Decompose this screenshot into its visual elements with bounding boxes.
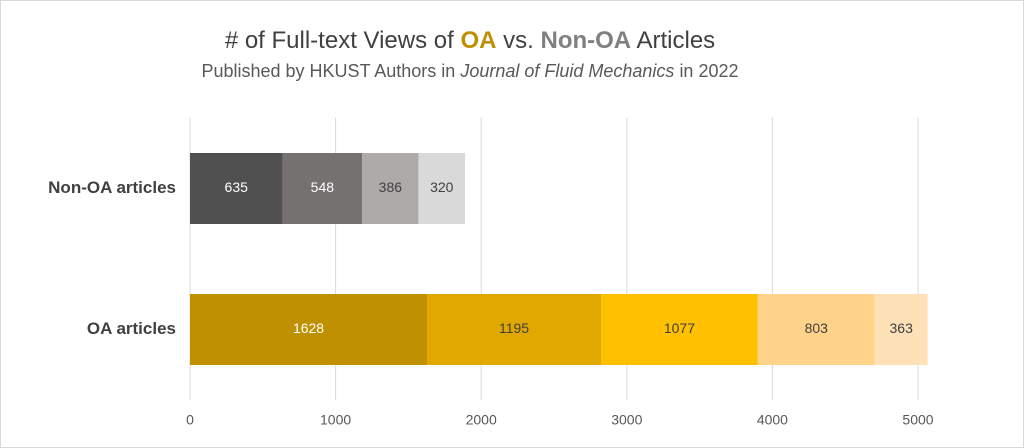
data-label: 363 [890, 320, 914, 336]
chart-subtitle: Published by HKUST Authors in Journal of… [201, 61, 738, 81]
bar-segment [418, 153, 466, 224]
data-label: 635 [225, 179, 249, 195]
title-part: Articles [636, 27, 715, 54]
x-tick-label: 1000 [320, 412, 351, 428]
bar-segment [874, 294, 928, 365]
x-tick-label: 5000 [902, 412, 933, 428]
title-part: vs. [503, 27, 534, 54]
x-tick-label: 2000 [466, 412, 497, 428]
bar-segment [190, 153, 283, 224]
data-label: 548 [311, 179, 335, 195]
bar-segment [427, 294, 602, 365]
data-label: 1628 [293, 320, 324, 336]
x-tick-label: 4000 [757, 412, 788, 428]
title-part: OA [460, 27, 496, 54]
bar-segment [190, 294, 428, 365]
title-part: Non-OA [540, 27, 631, 54]
bar-segment [282, 153, 363, 224]
y-tick-label: OA articles [87, 319, 176, 338]
data-label: 320 [430, 179, 454, 195]
x-tick-label: 0 [186, 412, 194, 428]
subtitle-part: Journal of Fluid Mechanics [459, 61, 674, 81]
title-part: # of Full-text Views of [225, 27, 454, 54]
subtitle-part: in 2022 [679, 61, 738, 81]
data-label: 1195 [499, 320, 529, 336]
data-label: 1077 [664, 320, 695, 336]
data-label: 803 [805, 320, 829, 336]
subtitle-part: Published by HKUST Authors in [201, 61, 455, 81]
x-tick-label: 3000 [611, 412, 642, 428]
bar-segment [757, 294, 875, 365]
data-label: 386 [379, 179, 403, 195]
chart-title: # of Full-text Views of OA vs. Non-OA Ar… [225, 27, 715, 54]
bar-segment [601, 294, 758, 365]
bar-segment [362, 153, 419, 224]
y-tick-label: Non-OA articles [48, 178, 176, 197]
